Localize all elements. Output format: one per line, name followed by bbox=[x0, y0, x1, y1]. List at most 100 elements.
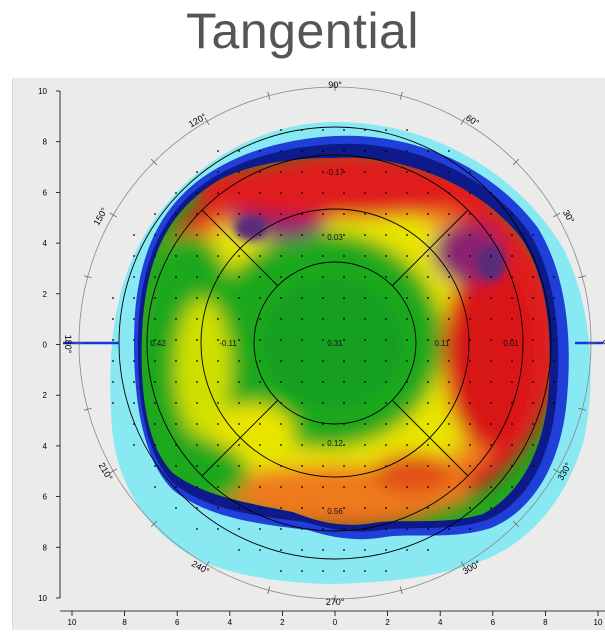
sample-point bbox=[343, 255, 345, 257]
sample-point bbox=[343, 528, 345, 530]
sample-point bbox=[301, 486, 303, 488]
sample-point bbox=[301, 276, 303, 278]
sample-point bbox=[469, 507, 471, 509]
sample-point bbox=[511, 255, 513, 257]
sample-point bbox=[301, 234, 303, 236]
sample-point bbox=[217, 381, 219, 383]
sample-point bbox=[448, 339, 450, 341]
angle-ticks bbox=[75, 83, 595, 603]
sample-point bbox=[217, 465, 219, 467]
sample-points bbox=[112, 129, 555, 572]
sample-point bbox=[511, 381, 513, 383]
sample-point bbox=[532, 360, 534, 362]
sample-point bbox=[490, 423, 492, 425]
angle-tick bbox=[399, 586, 403, 595]
sample-point bbox=[322, 402, 324, 404]
sample-point bbox=[259, 507, 261, 509]
sample-point bbox=[469, 297, 471, 299]
sample-point bbox=[133, 402, 135, 404]
sample-point bbox=[406, 213, 408, 215]
sample-point bbox=[133, 234, 135, 236]
y-axis-tick-label: 8 bbox=[43, 543, 48, 552]
y-axis: 10 8 6 4 2 0 2 4 6 8 10 bbox=[38, 87, 61, 603]
sample-point bbox=[196, 360, 198, 362]
sample-point bbox=[112, 339, 114, 341]
sample-point bbox=[532, 465, 534, 467]
sample-point bbox=[364, 549, 366, 551]
sample-point bbox=[259, 276, 261, 278]
sample-point bbox=[217, 150, 219, 152]
sample-point bbox=[469, 339, 471, 341]
sample-point bbox=[112, 318, 114, 320]
sample-point bbox=[427, 234, 429, 236]
sample-point bbox=[133, 297, 135, 299]
sample-point bbox=[343, 129, 345, 131]
sample-point bbox=[490, 318, 492, 320]
y-axis-tick-label: 6 bbox=[43, 188, 48, 197]
angle-tick bbox=[83, 275, 92, 279]
angle-tick bbox=[109, 468, 117, 474]
zone-values: 0.31 0.03 -0.11 0.11 0.12 -0.17 0.42 0.0… bbox=[150, 168, 519, 516]
sample-point bbox=[322, 276, 324, 278]
sample-point bbox=[112, 381, 114, 383]
sample-point bbox=[196, 465, 198, 467]
sample-point bbox=[532, 234, 534, 236]
angle-tick bbox=[204, 117, 210, 125]
sample-point bbox=[490, 297, 492, 299]
angle-tick bbox=[204, 561, 210, 569]
sample-point bbox=[196, 444, 198, 446]
sample-point bbox=[196, 255, 198, 257]
sample-point bbox=[532, 444, 534, 446]
sample-point bbox=[259, 339, 261, 341]
sample-point bbox=[364, 570, 366, 572]
sample-point bbox=[322, 171, 324, 173]
sample-point bbox=[490, 276, 492, 278]
sample-point bbox=[175, 381, 177, 383]
sample-point bbox=[154, 465, 156, 467]
sample-point bbox=[301, 444, 303, 446]
sample-point bbox=[238, 444, 240, 446]
sample-point bbox=[238, 150, 240, 152]
sample-point bbox=[322, 129, 324, 131]
sample-point bbox=[154, 423, 156, 425]
angle-tick bbox=[512, 520, 520, 528]
sample-point bbox=[175, 360, 177, 362]
sample-point bbox=[280, 276, 282, 278]
sample-point bbox=[175, 192, 177, 194]
sample-point bbox=[343, 570, 345, 572]
sample-point bbox=[427, 255, 429, 257]
y-axis-tick-label: 2 bbox=[43, 391, 48, 400]
sample-point bbox=[280, 444, 282, 446]
sample-point bbox=[448, 150, 450, 152]
sample-point bbox=[322, 360, 324, 362]
sample-point bbox=[469, 465, 471, 467]
sample-point bbox=[238, 381, 240, 383]
sample-point bbox=[385, 171, 387, 173]
sample-point bbox=[364, 255, 366, 257]
sample-point bbox=[427, 423, 429, 425]
sample-point bbox=[343, 360, 345, 362]
sample-point bbox=[385, 423, 387, 425]
sample-point bbox=[217, 528, 219, 530]
sample-point bbox=[280, 234, 282, 236]
sample-point bbox=[490, 465, 492, 467]
sample-point bbox=[448, 213, 450, 215]
sample-point bbox=[301, 255, 303, 257]
sample-point bbox=[175, 339, 177, 341]
sample-point bbox=[427, 486, 429, 488]
sample-point bbox=[364, 318, 366, 320]
sample-point bbox=[364, 339, 366, 341]
sample-point bbox=[532, 402, 534, 404]
sample-point bbox=[364, 423, 366, 425]
sample-point bbox=[553, 360, 555, 362]
angle-label-270: 270° bbox=[326, 597, 345, 607]
sample-point bbox=[196, 486, 198, 488]
sample-point bbox=[490, 402, 492, 404]
angle-tick bbox=[150, 158, 158, 166]
sample-point bbox=[427, 507, 429, 509]
sample-point bbox=[406, 423, 408, 425]
sample-point bbox=[301, 423, 303, 425]
angle-label-90: 90° bbox=[328, 80, 342, 90]
sample-point bbox=[406, 192, 408, 194]
angle-tick bbox=[83, 407, 92, 411]
